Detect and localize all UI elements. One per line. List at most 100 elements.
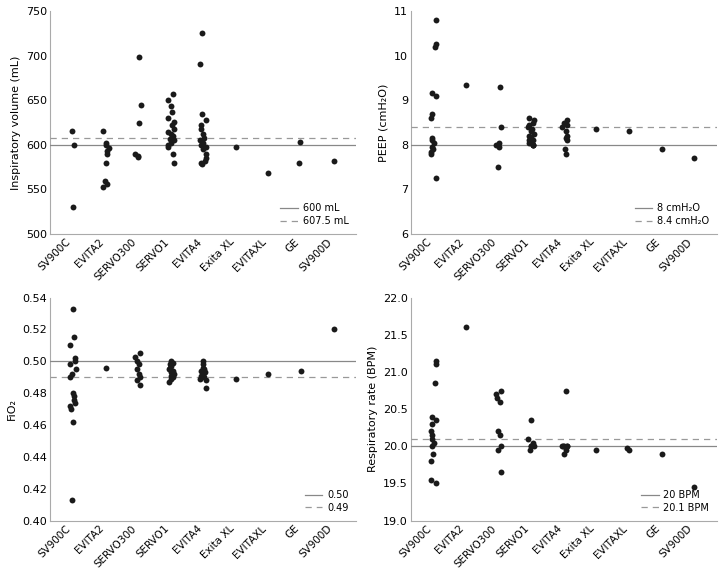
Point [167,358,178,367]
Point [133,369,145,378]
Point [490,389,502,399]
Point [426,149,437,158]
Point [100,363,111,372]
Point [426,134,438,143]
Point [525,442,536,451]
Point [460,323,472,332]
Point [165,362,177,371]
Point [328,156,340,165]
Point [430,356,442,365]
Point [66,127,77,136]
Point [561,131,573,141]
Point [524,445,536,454]
Y-axis label: Inspiratory volume (mL): Inspiratory volume (mL) [11,55,21,190]
Point [195,136,206,145]
Point [560,386,572,395]
Point [64,401,76,411]
Y-axis label: Respiratory rate (BPM): Respiratory rate (BPM) [368,346,377,472]
Point [425,147,437,156]
Point [429,42,441,51]
Point [167,131,179,141]
Point [168,158,180,167]
Point [165,138,177,147]
Point [162,128,174,137]
Point [560,134,572,143]
Point [529,129,540,138]
Point [135,348,146,358]
Point [527,140,539,149]
Point [198,369,209,378]
Point [68,333,80,342]
Point [130,352,141,361]
Point [69,140,80,149]
Point [558,442,570,451]
Point [426,442,438,451]
Point [426,136,438,145]
Point [195,158,207,167]
Point [195,140,206,149]
Point [492,162,504,172]
Point [70,365,82,374]
Point [97,182,109,191]
Point [430,479,442,488]
Point [527,118,539,127]
Point [425,427,437,436]
Point [558,449,570,458]
Point [560,116,572,125]
Point [197,357,209,366]
Point [528,442,539,451]
Point [428,438,439,447]
Point [101,149,112,158]
Point [526,124,538,134]
Point [495,468,507,477]
Point [430,40,442,49]
Point [198,365,210,374]
Point [623,445,635,454]
Point [69,398,80,407]
Point [135,381,146,390]
Point [201,142,212,151]
Point [430,15,442,24]
Point [557,442,568,451]
Point [64,373,76,382]
Point [426,412,438,421]
Point [527,136,539,145]
Point [165,130,177,139]
Point [431,416,442,425]
Point [426,109,438,118]
Point [623,127,635,136]
Point [195,374,206,384]
Point [656,449,668,458]
Point [523,131,535,141]
Point [561,442,573,451]
Point [197,145,209,154]
Point [198,363,209,372]
Point [134,360,146,369]
Point [526,134,537,143]
Point [460,80,472,89]
Point [103,144,114,153]
Point [490,140,502,149]
Point [164,360,176,369]
Point [591,445,602,454]
Point [162,96,174,105]
Point [556,122,568,131]
Point [425,113,437,123]
Point [66,495,77,505]
Point [293,158,305,167]
Point [426,419,438,429]
Point [523,113,535,123]
Point [67,389,79,398]
Point [168,117,180,126]
Point [101,180,112,189]
Point [528,140,539,149]
Point [70,357,81,366]
Point [133,118,145,127]
Point [201,384,212,393]
Point [198,133,210,142]
Point [430,174,442,183]
Y-axis label: FiO₂: FiO₂ [7,398,17,420]
Point [494,82,505,92]
Point [620,443,632,452]
Point [526,416,537,425]
